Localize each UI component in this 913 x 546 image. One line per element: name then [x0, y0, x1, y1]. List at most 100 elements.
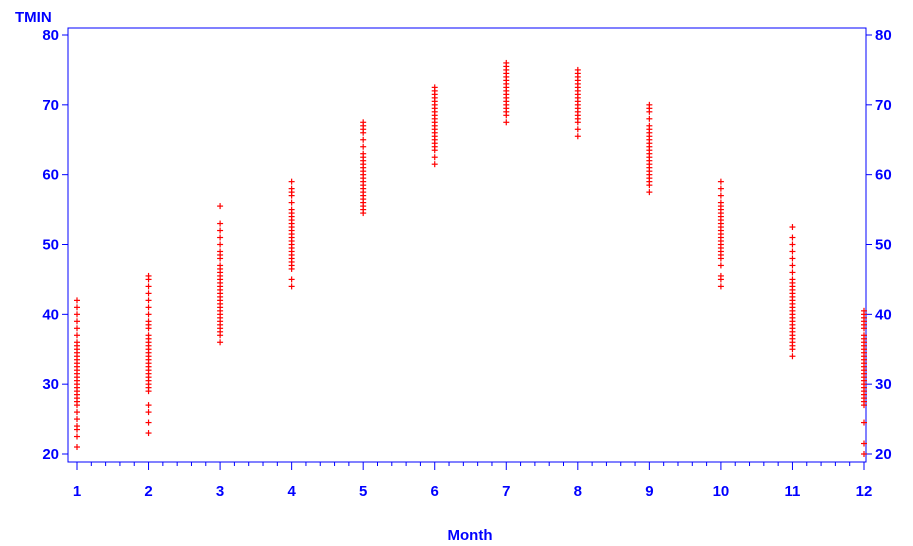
y-tick-label-left: 40: [42, 306, 59, 323]
data-point: [145, 311, 152, 318]
y-tick-label-right: 70: [875, 97, 892, 114]
data-point: [74, 339, 80, 346]
data-point: [360, 143, 367, 150]
y-tick-label-left: 70: [42, 97, 59, 114]
data-point: [646, 189, 653, 196]
data-point: [717, 199, 724, 206]
data-point: [360, 136, 367, 143]
data-point: [74, 297, 80, 304]
data-point: [789, 269, 796, 276]
y-tick-label-left: 20: [42, 446, 59, 463]
data-point: [288, 185, 295, 192]
data-point: [217, 227, 224, 234]
data-point: [145, 430, 152, 437]
plot-border: [67, 27, 867, 463]
data-point: [74, 416, 80, 423]
y-axis-title: TMIN: [15, 9, 52, 26]
data-point: [360, 119, 367, 126]
x-tick-label: 6: [431, 483, 439, 500]
data-point: [288, 199, 295, 206]
data-point: [646, 115, 653, 122]
data-point: [217, 262, 224, 269]
data-point: [217, 220, 224, 227]
data-point: [717, 185, 724, 192]
data-point: [145, 332, 152, 339]
data-point: [646, 101, 653, 108]
data-point: [574, 126, 581, 133]
y-axis-left: 20 30 40 50 60 70 80: [42, 27, 68, 463]
data-point: [431, 84, 438, 91]
data-point: [145, 304, 152, 311]
data-point: [861, 440, 867, 447]
data-point: [431, 161, 438, 168]
data-point: [717, 192, 724, 199]
y-tick-label-left: 30: [42, 376, 59, 393]
data-point: [145, 283, 152, 290]
y-tick-label-right: 30: [875, 376, 892, 393]
data-point: [717, 262, 724, 269]
y-tick-label-left: 50: [42, 237, 59, 254]
data-point: [717, 272, 724, 279]
x-tick-label: 10: [713, 483, 730, 500]
data-point: [861, 451, 867, 457]
data-point: [789, 224, 796, 231]
data-point: [861, 332, 867, 339]
data-point: [288, 178, 295, 185]
data-point: [789, 353, 796, 360]
data-point: [145, 409, 152, 416]
data-point: [74, 433, 80, 440]
x-axis: 1 2 3 4 5 6 7 8 9 10 11 12: [73, 462, 873, 500]
x-tick-label: 11: [785, 483, 801, 500]
x-tick-label: 9: [645, 483, 653, 500]
data-point: [288, 206, 295, 213]
x-tick-label: 8: [574, 483, 582, 500]
data-point: [217, 339, 224, 346]
data-point: [74, 423, 80, 430]
data-point: [74, 409, 80, 416]
plot-frame: [67, 27, 867, 463]
data-point: [789, 262, 796, 269]
data-point: [145, 318, 152, 325]
data-point: [789, 276, 796, 283]
data-point: [574, 133, 581, 140]
data-point: [74, 332, 80, 339]
data-point: [574, 66, 581, 73]
data-point: [145, 272, 152, 279]
data-points: [74, 59, 867, 457]
data-point: [145, 297, 152, 304]
data-point: [789, 234, 796, 241]
data-point: [503, 119, 510, 126]
y-tick-label-right: 50: [875, 237, 892, 254]
data-point: [145, 402, 152, 409]
x-tick-label: 4: [287, 483, 296, 500]
x-tick-label: 5: [359, 483, 367, 500]
y-tick-label-right: 80: [875, 27, 892, 44]
data-point: [145, 419, 152, 426]
y-tick-label-right: 20: [875, 446, 892, 463]
data-point: [145, 290, 152, 297]
data-point: [74, 311, 80, 318]
data-point: [646, 122, 653, 129]
x-axis-title: Month: [448, 527, 493, 544]
data-point: [789, 241, 796, 248]
data-point: [789, 255, 796, 262]
data-point: [717, 178, 724, 185]
data-point: [74, 318, 80, 325]
data-point: [861, 307, 867, 314]
data-point: [217, 234, 224, 241]
data-point: [217, 203, 224, 210]
x-tick-label: 12: [856, 483, 873, 500]
data-point: [74, 325, 80, 332]
data-point: [503, 59, 510, 66]
y-axis-right: 20 30 40 50 60 70 80: [866, 27, 892, 463]
data-point: [717, 283, 724, 290]
data-point: [288, 283, 295, 290]
y-tick-label-right: 60: [875, 167, 892, 184]
x-tick-label: 2: [144, 483, 152, 500]
data-point: [360, 150, 367, 157]
data-point: [217, 248, 224, 255]
data-point: [789, 248, 796, 255]
x-tick-label: 3: [216, 483, 224, 500]
x-tick-label: 7: [502, 483, 510, 500]
data-point: [217, 241, 224, 248]
